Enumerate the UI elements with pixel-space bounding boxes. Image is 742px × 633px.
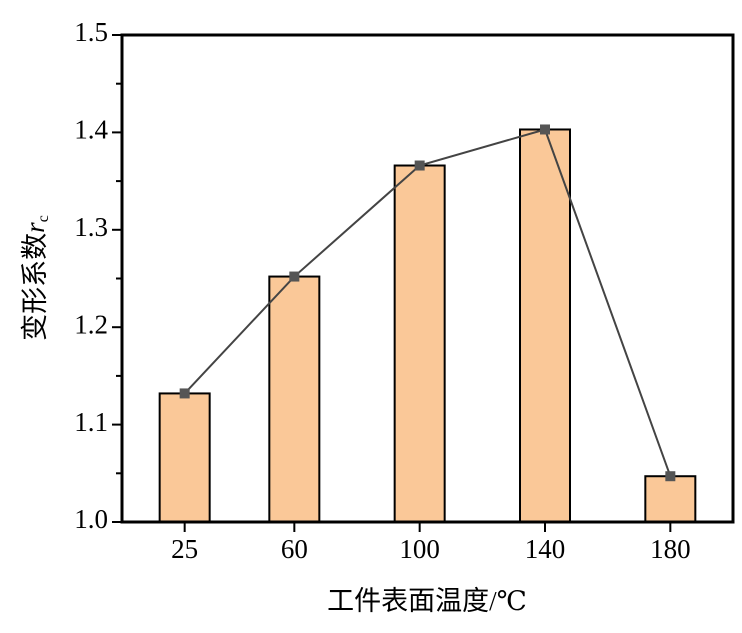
marker bbox=[665, 471, 676, 482]
y-label-symbol: r bbox=[20, 222, 50, 233]
x-tick-label: 100 bbox=[399, 534, 440, 564]
bar bbox=[268, 275, 321, 523]
marker bbox=[179, 388, 190, 399]
y-tick-label: 1.3 bbox=[74, 212, 108, 242]
x-tick-label: 140 bbox=[525, 534, 566, 564]
marker bbox=[289, 271, 300, 282]
y-tick-label: 1.5 bbox=[74, 17, 108, 47]
marker bbox=[540, 124, 550, 135]
bar bbox=[644, 475, 697, 523]
y-label-subscript: c bbox=[35, 215, 52, 222]
y-tick-label: 1.1 bbox=[74, 407, 108, 437]
marker bbox=[414, 160, 425, 171]
y-tick-label: 1.2 bbox=[74, 309, 108, 339]
bar bbox=[158, 392, 211, 523]
bar bbox=[519, 128, 571, 523]
x-tick-label: 25 bbox=[171, 534, 198, 564]
x-axis-label: 工件表面温度/℃ bbox=[327, 586, 527, 616]
y-tick-label: 1.4 bbox=[74, 115, 108, 145]
y-axis-label: 变形系数rc bbox=[20, 215, 51, 341]
bar bbox=[393, 164, 446, 524]
y-label-text: 变形系数 bbox=[20, 233, 50, 341]
x-tick-label: 180 bbox=[650, 534, 691, 564]
y-tick-label: 1.0 bbox=[74, 504, 108, 534]
x-tick-label: 60 bbox=[281, 534, 308, 564]
